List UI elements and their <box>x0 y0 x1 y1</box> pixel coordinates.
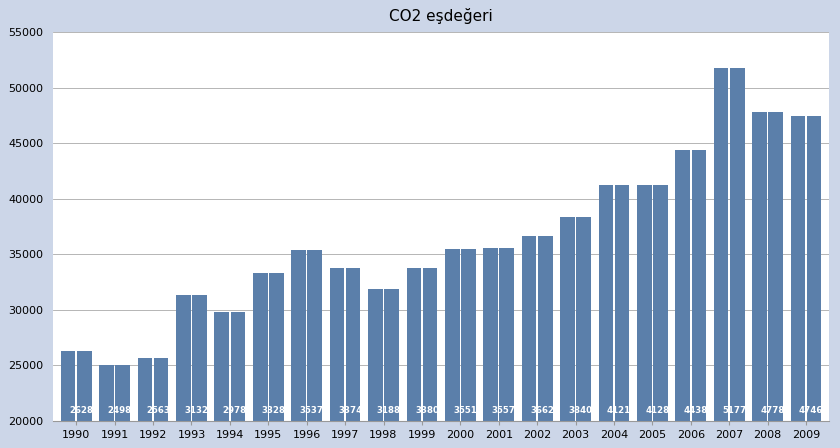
Bar <box>115 365 130 448</box>
Bar <box>538 236 553 448</box>
Title: CO2 eşdeğeri: CO2 eşdeğeri <box>389 9 493 24</box>
Bar <box>790 116 806 448</box>
Bar <box>445 249 459 448</box>
Bar <box>176 295 191 448</box>
Text: 41211: 41211 <box>607 406 637 415</box>
Bar <box>576 216 591 448</box>
Bar <box>599 185 613 448</box>
Text: 35373: 35373 <box>300 406 330 415</box>
Text: 47788: 47788 <box>760 406 790 415</box>
Text: 51772: 51772 <box>722 406 753 415</box>
Bar <box>231 312 245 448</box>
Bar <box>154 358 168 448</box>
Text: 41289: 41289 <box>645 406 675 415</box>
Bar <box>253 273 267 448</box>
Bar <box>384 289 399 448</box>
Bar <box>138 358 152 448</box>
Bar <box>77 351 92 448</box>
Bar <box>291 250 306 448</box>
Bar <box>192 295 207 448</box>
Bar <box>691 150 706 448</box>
Text: 33280: 33280 <box>261 406 291 415</box>
Text: 31327: 31327 <box>185 406 214 415</box>
Bar <box>769 112 783 448</box>
Bar <box>368 289 383 448</box>
Bar <box>714 68 728 448</box>
Bar <box>730 68 744 448</box>
Text: 31883: 31883 <box>376 406 407 415</box>
Bar <box>461 249 475 448</box>
Bar <box>675 150 690 448</box>
Bar <box>483 248 498 448</box>
Bar <box>522 236 537 448</box>
Text: 44382: 44382 <box>684 406 714 415</box>
Bar <box>99 365 114 448</box>
Bar <box>269 273 284 448</box>
Bar <box>500 248 514 448</box>
Bar <box>214 312 229 448</box>
Text: 25631: 25631 <box>146 406 176 415</box>
Bar <box>407 267 421 448</box>
Bar <box>423 267 438 448</box>
Bar <box>307 250 322 448</box>
Bar <box>615 185 629 448</box>
Bar <box>330 268 344 448</box>
Text: 33800: 33800 <box>415 406 445 415</box>
Bar <box>60 351 76 448</box>
Text: 35577: 35577 <box>491 406 522 415</box>
Text: 24986: 24986 <box>108 406 138 415</box>
Bar <box>560 216 575 448</box>
Text: 35510: 35510 <box>454 406 483 415</box>
Bar <box>654 185 668 448</box>
Text: 26282: 26282 <box>69 406 99 415</box>
Text: 47462: 47462 <box>799 406 829 415</box>
Bar <box>806 116 822 448</box>
Text: 38402: 38402 <box>569 406 599 415</box>
Bar <box>637 185 652 448</box>
Text: 36625: 36625 <box>530 406 560 415</box>
Text: 29787: 29787 <box>223 406 253 415</box>
Bar <box>346 268 360 448</box>
Text: 33743: 33743 <box>338 406 368 415</box>
Bar <box>753 112 767 448</box>
